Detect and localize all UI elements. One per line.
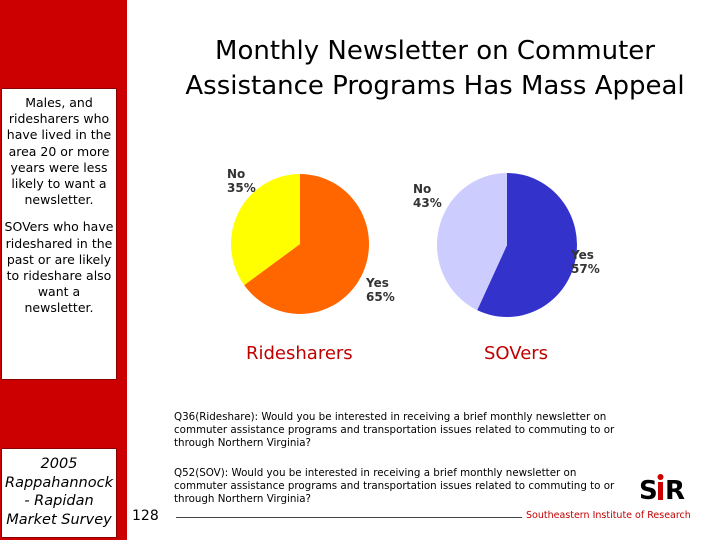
- sidebar-panel: Males, and ridesharers who have lived in…: [0, 0, 127, 540]
- sovers-slice-no: [437, 173, 507, 311]
- survey-region-1: Rappahannock: [5, 474, 113, 491]
- note-sovers: SOVers who have rideshared in the past o…: [4, 219, 114, 316]
- survey-type: Market Survey: [6, 511, 112, 528]
- page-title: Monthly Newsletter on Commuter Assistanc…: [150, 34, 720, 104]
- sovers-chart-title: SOVers: [484, 343, 549, 364]
- sovers-label-no: No 43%: [413, 182, 442, 210]
- question-rideshare: Q36(Rideshare): Would you be interested …: [174, 411, 615, 449]
- survey-year: 2005: [40, 456, 78, 472]
- svg-text:R: R: [665, 476, 685, 506]
- sir-logo-icon: S R: [639, 474, 685, 506]
- ridesharers-slice-no: [231, 174, 300, 286]
- title-line-1: Monthly Newsletter on Commuter: [215, 36, 655, 66]
- title-line-2: Assistance Programs Has Mass Appeal: [185, 71, 685, 101]
- organization-name: Southeastern Institute of Research: [526, 510, 691, 521]
- ridesharers-label-yes: Yes 65%: [365, 276, 395, 304]
- survey-region-2: - Rapidan: [24, 493, 94, 509]
- ridesharers-chart-title: Ridesharers: [246, 343, 353, 364]
- ridesharers-label-no: No 35%: [227, 167, 256, 195]
- question-sov: Q52(SOV): Would you be interested in rec…: [174, 467, 615, 505]
- footer-divider: [176, 517, 522, 518]
- sovers-slice-yes: [477, 173, 577, 318]
- page-number: 128: [132, 508, 159, 524]
- svg-text:S: S: [639, 476, 658, 506]
- ridesharers-slice-yes: [244, 174, 369, 314]
- survey-name-box: 2005 Rappahannock - Rapidan Market Surve…: [1, 448, 117, 538]
- note-males-ridesharers: Males, and ridesharers who have lived in…: [6, 95, 112, 208]
- notes-box: Males, and ridesharers who have lived in…: [1, 88, 117, 380]
- sovers-label-yes: Yes 57%: [570, 248, 600, 276]
